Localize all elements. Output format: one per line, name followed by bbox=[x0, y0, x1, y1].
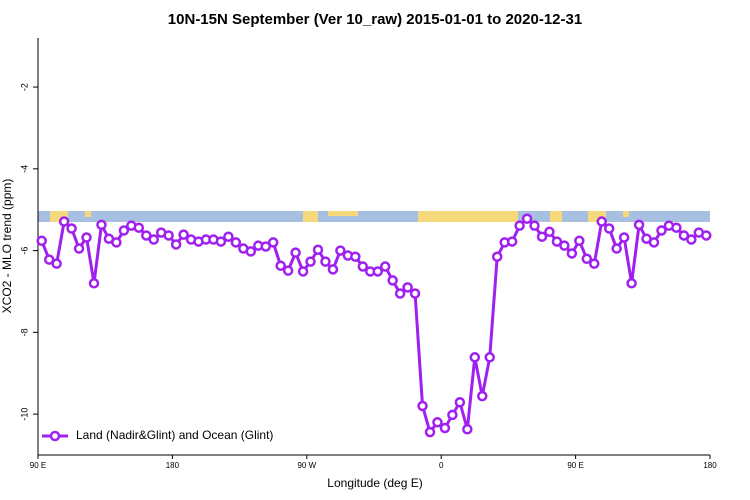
data-point bbox=[551, 236, 563, 247]
data-point bbox=[439, 422, 451, 434]
x-tick-label: 180 bbox=[166, 461, 180, 470]
data-point bbox=[648, 237, 660, 248]
x-tick-label: 90 E bbox=[567, 461, 583, 470]
data-point bbox=[96, 219, 107, 231]
data-point bbox=[245, 246, 257, 257]
data-point bbox=[529, 220, 540, 231]
legend-label: Land (Nadir&Glint) and Ocean (Glint) bbox=[76, 428, 273, 442]
data-point bbox=[133, 222, 145, 233]
data-point bbox=[589, 258, 600, 269]
x-axis-label: Longitude (deg E) bbox=[327, 476, 422, 490]
y-tick-label: -2 bbox=[19, 83, 29, 91]
data-point bbox=[611, 243, 622, 254]
series-line bbox=[40, 217, 707, 434]
data-point bbox=[111, 237, 122, 248]
data-point bbox=[43, 254, 55, 265]
x-tick-label: 0 bbox=[439, 461, 444, 470]
data-point bbox=[506, 236, 518, 247]
data-point bbox=[81, 232, 92, 243]
data-point bbox=[678, 230, 690, 241]
data-point bbox=[417, 400, 428, 412]
data-point bbox=[320, 256, 331, 267]
data-point bbox=[148, 234, 159, 245]
data-point bbox=[469, 352, 481, 363]
data-point bbox=[603, 223, 615, 234]
data-point bbox=[491, 251, 503, 262]
data-point bbox=[58, 216, 70, 227]
legend-marker bbox=[49, 430, 61, 442]
data-point bbox=[394, 288, 406, 299]
data-point bbox=[701, 230, 712, 241]
data-point bbox=[66, 223, 77, 234]
data-point bbox=[544, 226, 555, 238]
data-point bbox=[312, 244, 324, 256]
data-point bbox=[282, 265, 294, 276]
data-point bbox=[178, 229, 189, 240]
data-point bbox=[372, 266, 383, 277]
data-point bbox=[626, 278, 637, 289]
data-point bbox=[574, 235, 585, 247]
data-point bbox=[424, 426, 436, 438]
data-point bbox=[462, 423, 473, 435]
land-ocean-strip bbox=[38, 211, 710, 222]
data-point bbox=[521, 213, 533, 224]
data-point bbox=[454, 397, 466, 408]
data-point bbox=[267, 237, 279, 248]
data-point bbox=[596, 216, 607, 227]
data-point bbox=[618, 232, 630, 243]
data-point bbox=[536, 231, 548, 242]
data-point bbox=[387, 275, 398, 286]
data-point bbox=[170, 239, 182, 250]
data-point bbox=[402, 282, 413, 293]
data-point bbox=[223, 231, 234, 242]
data-point bbox=[275, 260, 286, 271]
x-tick-label: 180 bbox=[703, 461, 717, 470]
y-tick-label: -6 bbox=[19, 247, 29, 255]
data-point bbox=[215, 236, 227, 247]
data-point bbox=[581, 253, 593, 265]
data-point bbox=[163, 230, 174, 241]
data-point bbox=[514, 220, 525, 231]
data-point bbox=[36, 235, 47, 247]
x-tick-label: 90 E bbox=[30, 461, 46, 470]
data-point bbox=[305, 256, 316, 267]
data-point bbox=[230, 237, 242, 248]
y-tick-label: -10 bbox=[19, 408, 29, 421]
data-point bbox=[350, 251, 361, 262]
data-point bbox=[559, 240, 570, 251]
x-tick-label: 90 W bbox=[297, 461, 316, 470]
data-point bbox=[671, 222, 682, 233]
data-point bbox=[297, 266, 309, 277]
data-point bbox=[335, 245, 346, 256]
data-point bbox=[327, 264, 339, 275]
y-tick-label: -4 bbox=[19, 165, 29, 173]
data-point bbox=[656, 225, 667, 236]
data-point bbox=[51, 258, 62, 269]
data-point bbox=[260, 241, 271, 252]
data-point bbox=[73, 243, 85, 254]
chart-title: 10N-15N September (Ver 10_raw) 2015-01-0… bbox=[168, 11, 582, 28]
data-point bbox=[484, 352, 495, 363]
data-point bbox=[447, 409, 458, 421]
data-point bbox=[477, 390, 488, 402]
data-point bbox=[686, 234, 697, 245]
data-point bbox=[118, 225, 130, 236]
data-point bbox=[633, 219, 645, 231]
data-point bbox=[88, 278, 100, 289]
data-point bbox=[409, 288, 421, 299]
data-point bbox=[357, 261, 369, 272]
data-point bbox=[141, 230, 152, 241]
y-axis-label: XCO2 - MLO trend (ppm) bbox=[0, 179, 14, 314]
data-point bbox=[290, 247, 301, 258]
data-point bbox=[566, 248, 578, 259]
data-point bbox=[379, 261, 391, 272]
y-tick-label: -8 bbox=[19, 328, 29, 336]
data-point bbox=[432, 417, 443, 428]
